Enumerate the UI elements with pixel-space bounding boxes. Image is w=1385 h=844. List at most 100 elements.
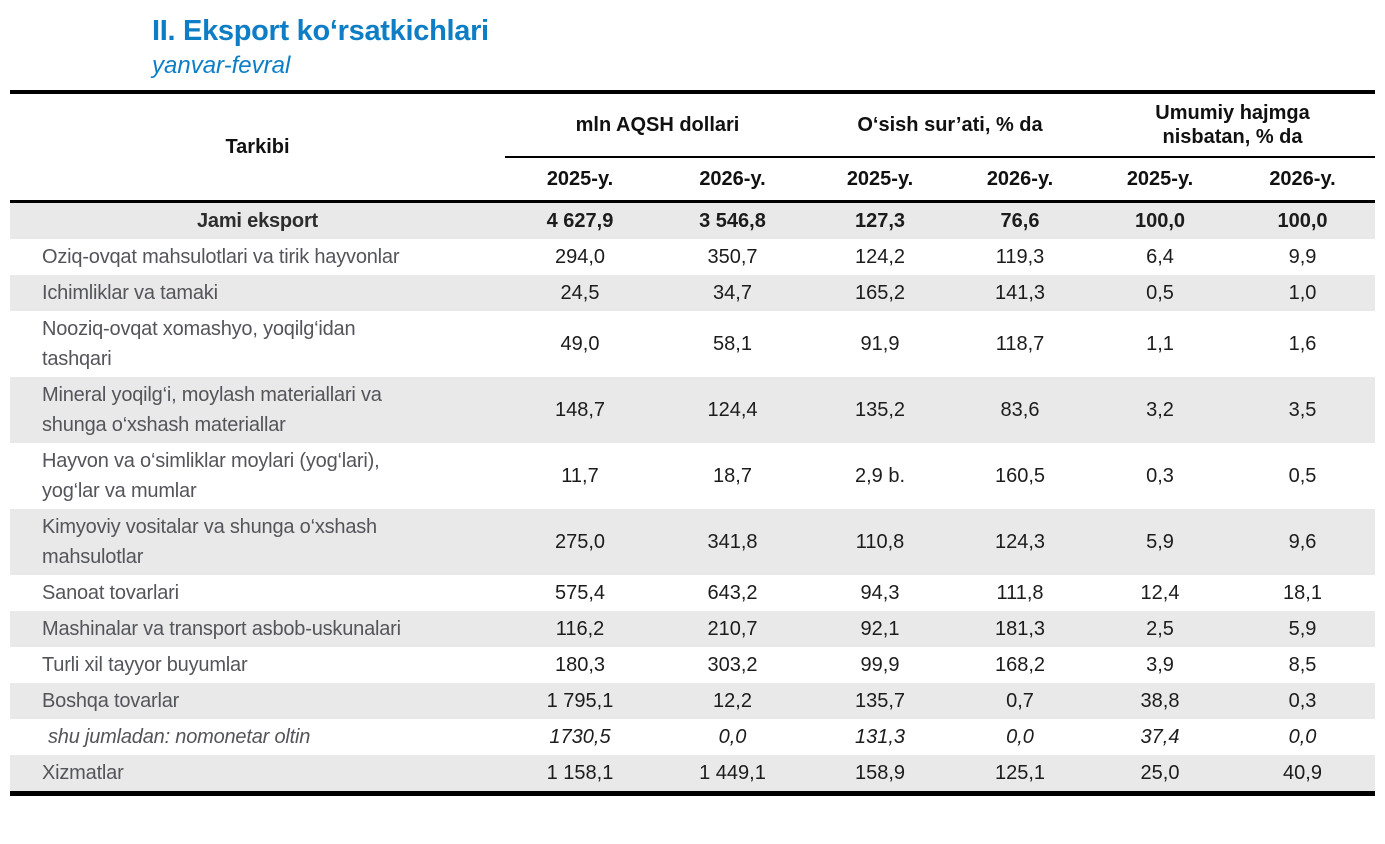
row-value: 24,5 — [560, 281, 600, 304]
column-header-year-2026-growth: 2026-y. — [986, 167, 1054, 190]
table-row: Jami eksport 4 627,9 3 546,8 127,3 76,6 … — [10, 203, 1375, 239]
row-label: Boshqa tovarlar — [10, 683, 505, 719]
row-value: 180,3 — [554, 653, 606, 676]
row-value: 1 795,1 — [546, 689, 614, 712]
row-value: 168,2 — [994, 653, 1046, 676]
row-value: 160,5 — [994, 464, 1046, 487]
row-label-text: Sanoat tovarlari — [42, 582, 179, 604]
row-value: 210,7 — [707, 617, 758, 640]
row-label: Oziq-ovqat mahsulotlari va tirik hayvonl… — [10, 239, 505, 275]
table-row: shu jumladan: nomonetar oltin 1730,5 0,0… — [10, 719, 1375, 755]
row-value: 3,2 — [1146, 398, 1174, 421]
row-value: 49,0 — [560, 332, 600, 355]
table-body: Jami eksport 4 627,9 3 546,8 127,3 76,6 … — [10, 203, 1375, 791]
row-value: 294,0 — [554, 245, 606, 268]
row-value: 18,7 — [713, 464, 752, 487]
row-label-text: Boshqa tovarlar — [42, 690, 180, 712]
column-header-year-2025-growth: 2025-y. — [846, 167, 914, 190]
column-header-year-2026-share: 2026-y. — [1269, 167, 1336, 190]
row-label-text: Kimyoviy vositalar va shunga o‘xshash ma… — [42, 516, 377, 568]
row-value: 83,6 — [1000, 398, 1040, 421]
table-row: Turli xil tayyor buyumlar 180,3 303,2 99… — [10, 647, 1375, 683]
row-value: 58,1 — [713, 332, 752, 355]
row-value: 1730,5 — [549, 725, 611, 748]
row-value: 124,2 — [854, 245, 906, 268]
column-group-growth-rate: O‘sish sur’ati, % da — [810, 94, 1090, 158]
table-row: Sanoat tovarlari 575,4 643,2 94,3 111,8 … — [10, 575, 1375, 611]
row-value: 1,1 — [1146, 332, 1174, 355]
row-value: 76,6 — [1000, 209, 1040, 232]
row-label: shu jumladan: nomonetar oltin — [10, 719, 505, 755]
row-label: Turli xil tayyor buyumlar — [10, 647, 505, 683]
row-value: 1,6 — [1288, 332, 1317, 355]
row-value: 100,0 — [1134, 209, 1186, 232]
row-value: 5,9 — [1288, 617, 1317, 640]
column-header-tarkibi: Tarkibi — [225, 135, 290, 158]
row-value: 12,2 — [713, 689, 752, 712]
row-value: 1 158,1 — [546, 761, 614, 784]
row-value: 118,7 — [995, 332, 1045, 355]
row-label: Mashinalar va transport asbob-uskunalari — [10, 611, 505, 647]
row-value: 99,9 — [860, 653, 900, 676]
export-table: Tarkibi mln AQSH dollari O‘sish sur’ati,… — [10, 90, 1375, 796]
row-value: 0,7 — [1006, 689, 1034, 712]
row-label-text: Xizmatlar — [42, 762, 124, 784]
row-value: 8,5 — [1288, 653, 1317, 676]
row-label-text: Mashinalar va transport asbob-uskunalari — [42, 618, 401, 640]
row-value: 111,8 — [996, 581, 1044, 604]
row-value: 341,8 — [707, 530, 758, 553]
row-value: 148,7 — [554, 398, 606, 421]
row-value: 18,1 — [1283, 581, 1322, 604]
row-value: 303,2 — [707, 653, 758, 676]
column-header-year-2025-usd: 2025-y. — [546, 167, 614, 190]
row-value: 4 627,9 — [546, 209, 614, 232]
row-value: 9,9 — [1288, 245, 1317, 268]
row-value: 127,3 — [854, 209, 906, 232]
table-row: Ichimliklar va tamaki 24,5 34,7 165,2 14… — [10, 275, 1375, 311]
row-value: 0,0 — [1288, 725, 1317, 748]
row-value: 38,8 — [1140, 689, 1180, 712]
row-value: 0,5 — [1288, 464, 1317, 487]
row-value: 3,9 — [1146, 653, 1174, 676]
table-row: Kimyoviy vositalar va shunga o‘xshash ma… — [10, 509, 1375, 575]
table-row: Hayvon va o‘simliklar moylari (yog‘lari)… — [10, 443, 1375, 509]
table-row: Mashinalar va transport asbob-uskunalari… — [10, 611, 1375, 647]
row-value: 2,5 — [1146, 617, 1174, 640]
row-label-text: Jami eksport — [197, 210, 318, 232]
row-label: Jami eksport — [10, 203, 505, 239]
row-value: 1 449,1 — [699, 761, 766, 784]
column-group-share-of-total-label: Umumiy hajmga nisbatan, % da — [1155, 102, 1310, 148]
row-value: 12,4 — [1140, 581, 1180, 604]
row-value: 124,4 — [707, 398, 758, 421]
row-label: Sanoat tovarlari — [10, 575, 505, 611]
row-value: 3 546,8 — [699, 209, 766, 232]
row-value: 119,3 — [995, 245, 1045, 268]
row-value: 94,3 — [860, 581, 900, 604]
row-value: 11,7 — [561, 464, 599, 487]
row-value: 3,5 — [1288, 398, 1317, 421]
row-value: 2,9 b. — [854, 464, 906, 487]
row-value: 158,9 — [854, 761, 906, 784]
row-label-text: shu jumladan: nomonetar oltin — [48, 726, 311, 748]
row-value: 135,2 — [854, 398, 906, 421]
column-group-mln-usd: mln AQSH dollari — [505, 94, 810, 158]
row-label-text: Oziq-ovqat mahsulotlari va tirik hayvonl… — [42, 246, 400, 268]
row-value: 92,1 — [860, 617, 900, 640]
row-value: 0,3 — [1146, 464, 1174, 487]
row-label: Nooziq-ovqat xomashyo, yoqilg‘idan tashq… — [10, 311, 505, 377]
section-title: II. Eksport ko‘rsatkichlari — [152, 15, 489, 47]
row-label: Hayvon va o‘simliklar moylari (yog‘lari)… — [10, 443, 505, 509]
row-label-text: Turli xil tayyor buyumlar — [42, 654, 248, 676]
row-value: 5,9 — [1146, 530, 1174, 553]
row-value: 124,3 — [994, 530, 1046, 553]
row-value: 0,0 — [1006, 725, 1034, 748]
row-value: 1,0 — [1288, 281, 1317, 304]
row-label: Mineral yoqilg‘i, moylash materiallari v… — [10, 377, 505, 443]
row-value: 40,9 — [1283, 761, 1322, 784]
row-value: 135,7 — [854, 689, 906, 712]
row-value: 181,3 — [994, 617, 1046, 640]
table-row: Boshqa tovarlar 1 795,1 12,2 135,7 0,7 3… — [10, 683, 1375, 719]
table-row: Oziq-ovqat mahsulotlari va tirik hayvonl… — [10, 239, 1375, 275]
row-label: Xizmatlar — [10, 755, 505, 791]
